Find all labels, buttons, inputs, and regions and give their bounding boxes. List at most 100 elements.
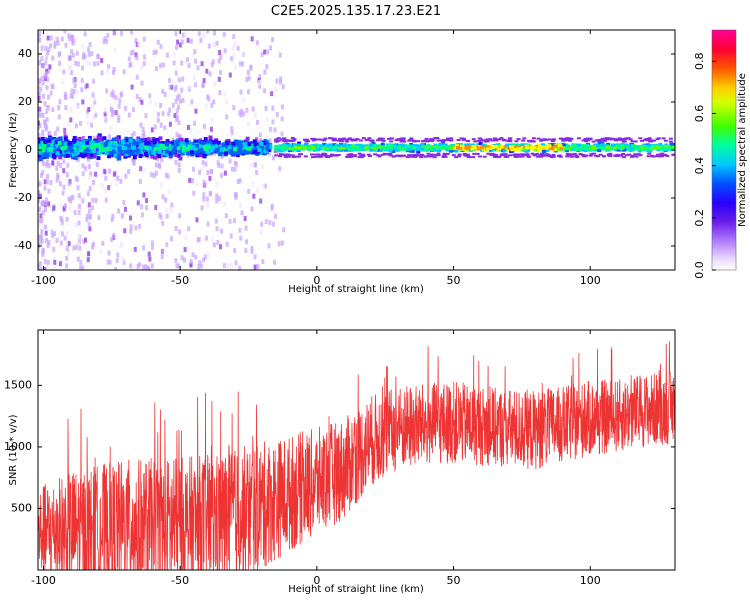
heatmap-cell [51,55,55,61]
heatmap-cell [658,142,663,146]
heatmap-cell [69,107,73,113]
heatmap-cell [187,124,191,130]
heatmap-cell [206,134,210,140]
heatmap-cell [580,144,585,148]
heatmap-cell [104,175,108,181]
heatmap-cell [324,154,329,157]
heatmap-cell [347,138,352,141]
heatmap-cell [626,144,631,148]
heatmap-cell [546,138,551,141]
heatmap-cell [128,62,132,68]
heatmap-cell [121,257,125,263]
heatmap-cell [62,69,66,75]
heatmap-cell [104,117,108,123]
heatmap-cell [225,241,229,247]
heatmap-cell [451,148,456,152]
heatmap-cell [38,247,40,253]
heatmap-cell [416,140,421,143]
heatmap-cell [39,156,44,161]
heatmap-cell [115,136,120,141]
heatmap-cell [219,147,224,152]
heatmap-cell [74,60,78,66]
heatmap-cell [402,140,407,143]
heatmap-cell [271,105,275,111]
heatmap-cell [250,36,254,42]
heatmap-cell [129,228,133,234]
heatmap-cell [465,153,470,156]
heatmap-cell [123,139,128,144]
heatmap-cell [41,170,45,176]
heatmap-cell [231,141,236,146]
heatmap-cell [112,109,116,115]
heatmap-cell [417,144,422,148]
heatmap-cell [40,172,44,178]
heatmap-cell [602,147,607,151]
heatmap-cell [316,153,321,156]
heatmap-cell [245,136,250,141]
heatmap-cell [161,220,165,226]
heatmap-cell [222,147,227,152]
heatmap-cell [269,45,273,51]
heatmap-cell [290,144,295,148]
heatmap-cell [268,126,272,132]
heatmap-cell [252,193,256,199]
heatmap-cell [531,137,536,140]
heatmap-cell [497,155,502,158]
heatmap-cell [370,140,375,143]
heatmap-cell [380,142,385,146]
heatmap-cell [217,196,221,202]
heatmap-cell [59,140,64,145]
heatmap-cell [347,155,352,158]
heatmap-cell [110,112,114,118]
heatmap-cell [58,60,62,66]
heatmap-cell [212,42,216,48]
heatmap-cell [78,203,82,209]
heatmap-cell [65,255,69,261]
heatmap-cell [179,137,184,142]
heatmap-cell [208,71,212,77]
heatmap-cell [442,145,447,149]
heatmap-cell [78,145,83,150]
heatmap-cell [200,205,204,211]
heatmap-cell [191,52,195,58]
heatmap-cell [171,102,175,108]
heatmap-cell [73,209,77,215]
heatmap-cell [445,137,450,140]
heatmap-cell [96,156,101,161]
heatmap-cell [115,257,119,263]
heatmap-cell [455,146,460,150]
heatmap-cell [87,222,91,228]
heatmap-cell [296,155,301,158]
heatmap-cell [177,162,181,168]
heatmap-cell [92,61,96,67]
heatmap-cell [55,165,59,171]
heatmap-cell [600,137,605,140]
heatmap-cell [89,152,94,157]
heatmap-cell [168,146,173,151]
heatmap-cell [194,254,198,260]
heatmap-cell [97,133,102,138]
heatmap-cell [214,218,218,224]
heatmap-cell [206,202,210,208]
heatmap-cell [189,150,194,155]
heatmap-cell [174,98,178,104]
heatmap-cell [44,52,48,58]
heatmap-cell [297,141,302,145]
heatmap-cell [63,127,67,133]
heatmap-cell [217,163,221,169]
heatmap-cell [90,51,94,57]
heatmap-cell [160,157,164,163]
heatmap-cell [246,89,250,95]
heatmap-cell [539,139,544,142]
heatmap-cell [198,260,202,266]
heatmap-cell [265,49,269,55]
heatmap-cell [523,149,528,153]
heatmap-cell [41,80,45,86]
heatmap-cell [309,145,314,149]
heatmap-cell [160,254,164,260]
heatmap-cell [312,147,317,151]
heatmap-cell [83,53,87,59]
heatmap-cell [268,144,273,149]
heatmap-cell [52,266,56,270]
heatmap-cell [95,161,99,167]
